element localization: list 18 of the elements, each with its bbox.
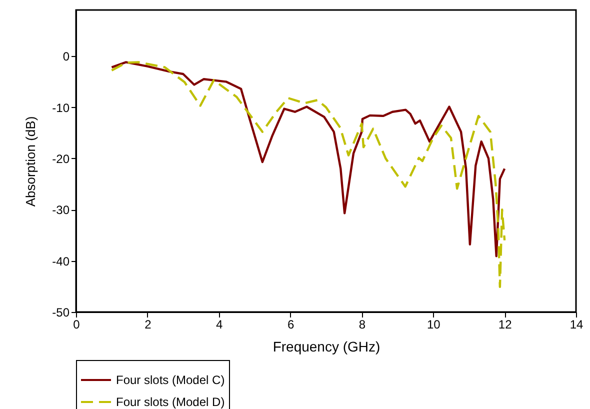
x-tick-label: 14 <box>570 318 584 332</box>
x-axis-title: Frequency (GHz) <box>272 338 380 354</box>
legend-label: Four slots (Model C) <box>116 373 225 387</box>
y-tick-label: 0 <box>62 50 70 64</box>
x-tick-label: 6 <box>287 318 294 332</box>
x-tick-label: 8 <box>358 318 366 332</box>
y-tick-label: -50 <box>52 306 70 320</box>
y-axis-title: Absorption (dB) <box>23 116 38 207</box>
x-tick-label: 2 <box>144 318 152 332</box>
x-tick-label: 4 <box>216 318 224 332</box>
x-tick-label: 10 <box>426 318 441 332</box>
y-tick-label: -40 <box>52 254 70 268</box>
x-tick-label: 12 <box>498 318 512 332</box>
x-tick-label: 0 <box>73 318 80 332</box>
y-tick-label: -10 <box>52 100 70 115</box>
legend-label: Four slots (Model D) <box>116 395 225 409</box>
y-tick-label: -30 <box>52 203 70 218</box>
y-tick-label: -20 <box>52 152 70 166</box>
